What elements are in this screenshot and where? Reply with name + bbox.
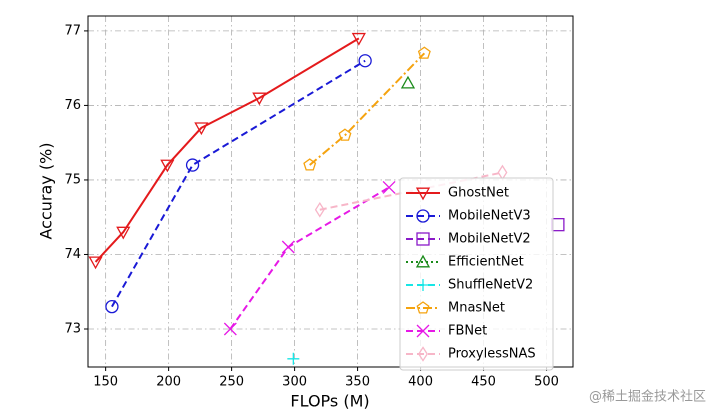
legend-marker [416,301,430,314]
y-tick-label: 77 [64,23,81,38]
legend-label: MnasNet [448,301,505,316]
series-line [94,37,360,263]
legend-label: ProxylessNAS [448,347,536,362]
legend-marker [415,254,431,268]
marker [252,92,267,106]
y-axis-label: Accuray (%) [37,142,56,239]
y-tick-label: 74 [64,247,81,262]
series-line [111,59,366,308]
legend: GhostNet MobileNetV3 MobileNetV2 EfficientN… [399,177,554,371]
legend-marker [416,209,430,223]
marker [497,164,508,181]
plot-frame [87,15,574,368]
x-tick-label: 500 [534,375,559,390]
marker [223,322,237,336]
marker [303,158,317,171]
legend-label: EfficientNet [448,255,524,270]
x-tick-label: 300 [282,375,307,390]
x-tick-label: 450 [471,375,496,390]
marker [185,158,200,172]
legend-label: MobileNetV2 [448,232,531,247]
marker [194,122,209,136]
marker [338,128,352,141]
x-tick-label: 350 [345,375,370,390]
legend-label: MobileNetV3 [448,209,531,224]
marker [351,32,366,46]
marker [105,299,119,314]
marker [116,226,131,240]
legend-marker [416,232,430,246]
legend-marker [418,346,428,362]
marker [358,54,372,68]
x-tick-label: 250 [219,375,244,390]
legend-marker [417,279,429,291]
marker [551,218,565,232]
y-tick-label: 75 [64,172,81,187]
legend-label: ShuffleNetV2 [448,278,533,293]
y-tick-label: 76 [64,98,81,113]
marker [281,240,295,254]
y-tick-label: 73 [64,321,81,336]
legend-label: FBNet [448,324,487,339]
marker [382,180,396,194]
marker [287,352,300,365]
x-axis-label: FLOPs (M) [290,392,369,411]
marker [400,75,416,89]
legend-marker [415,187,431,201]
series-line [309,52,426,166]
marker [314,201,325,218]
x-tick-label: 200 [156,375,181,390]
marker [160,159,175,173]
x-tick-label: 400 [408,375,433,390]
x-tick-label: 150 [93,375,118,390]
legend-label: GhostNet [448,186,509,201]
series-line [229,186,390,330]
marker [88,256,103,270]
marker [417,46,431,59]
watermark: @稀土掘金技术社区 [589,389,706,405]
legend-box [399,177,554,371]
legend-marker [416,324,430,338]
